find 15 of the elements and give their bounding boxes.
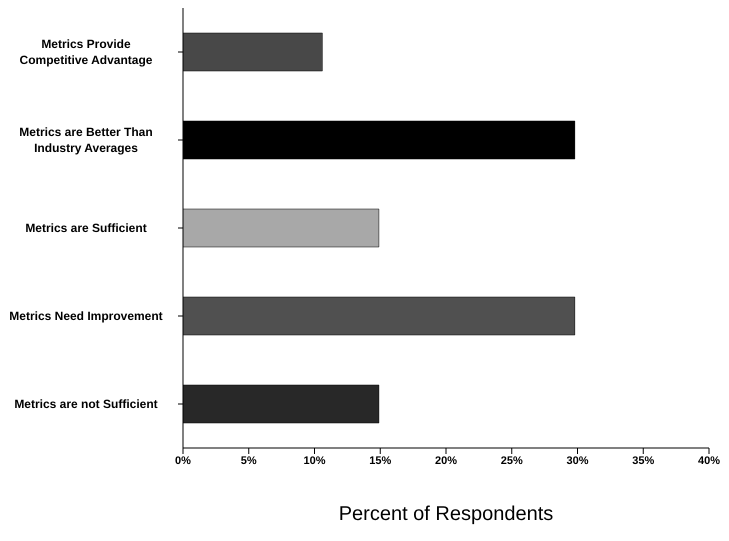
- y-tick-label: Metrics are not Sufficient: [14, 397, 158, 411]
- y-tick-label: Metrics are Better Than Industry Averages: [19, 125, 153, 155]
- x-tick-label: 40%: [698, 454, 720, 467]
- x-tick-label: 30%: [566, 454, 589, 467]
- x-tick-label: 0%: [175, 454, 192, 467]
- x-tick-label: 10%: [303, 454, 326, 467]
- y-tick-label: Metrics are Sufficient: [25, 221, 147, 235]
- y-tick-label: Metrics Need Improvement: [9, 309, 163, 323]
- x-tick-label: 35%: [632, 454, 654, 467]
- x-tick-label: 20%: [434, 454, 458, 467]
- x-tick-label: 25%: [500, 454, 523, 467]
- x-tick-label: 5%: [240, 454, 257, 467]
- y-tick-label: Metrics Provide Competitive Advantage: [20, 37, 153, 67]
- x-axis-title: Percent of Respondents: [338, 503, 554, 526]
- x-tick-label: 15%: [369, 454, 392, 467]
